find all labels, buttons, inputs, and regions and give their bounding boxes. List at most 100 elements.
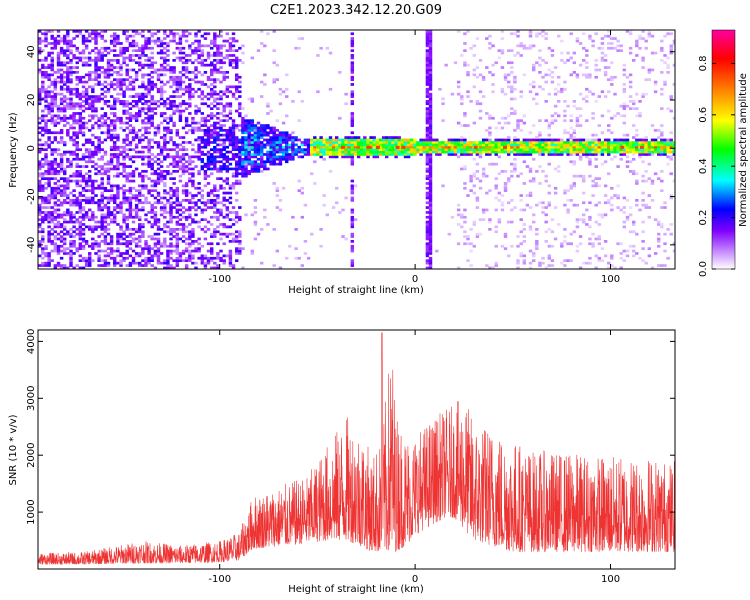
heatmap-cell xyxy=(75,182,79,185)
heatmap-cell xyxy=(66,220,70,224)
heatmap-cell xyxy=(175,90,180,94)
heatmap-cell xyxy=(275,206,280,209)
heatmap-cell xyxy=(138,237,142,241)
heatmap-cell xyxy=(231,153,236,156)
heatmap-cell xyxy=(247,138,251,142)
heatmap-cell xyxy=(550,75,555,79)
heatmap-cell xyxy=(66,104,70,108)
heatmap-cell xyxy=(253,141,258,144)
heatmap-cell xyxy=(106,51,111,55)
heatmap-cell xyxy=(453,143,458,147)
heatmap-cell xyxy=(103,124,108,127)
heatmap-cell xyxy=(50,232,54,236)
heatmap-cell xyxy=(100,186,104,190)
heatmap-cell xyxy=(191,95,195,98)
heatmap-cell xyxy=(191,172,195,176)
heatmap-cell xyxy=(231,240,236,243)
heatmap-cell xyxy=(406,141,411,144)
heatmap-cell xyxy=(47,104,51,108)
heatmap-cell xyxy=(553,153,558,156)
heatmap-cell xyxy=(197,249,201,253)
heatmap-cell xyxy=(238,75,242,79)
heatmap-cell xyxy=(178,203,183,207)
heatmap-cell xyxy=(44,160,48,164)
heatmap-cell xyxy=(50,68,54,72)
heatmap-cell xyxy=(472,141,477,144)
heatmap-cell xyxy=(588,237,592,241)
heatmap-cell xyxy=(181,215,186,219)
heatmap-cell xyxy=(53,100,58,103)
heatmap-cell xyxy=(191,87,195,91)
heatmap-cell xyxy=(206,56,211,60)
heatmap-cell xyxy=(66,201,70,205)
heatmap-cell xyxy=(575,107,580,111)
heatmap-cell xyxy=(38,51,42,55)
heatmap-cell xyxy=(560,143,564,147)
heatmap-cell xyxy=(50,51,54,55)
heatmap-cell xyxy=(131,116,136,120)
heatmap-cell xyxy=(285,138,289,142)
heatmap-cell xyxy=(550,148,555,152)
heatmap-cell xyxy=(516,51,520,55)
heatmap-cell xyxy=(84,182,89,185)
heatmap-cell xyxy=(510,90,514,94)
heatmap-cell xyxy=(147,37,151,40)
heatmap-cell xyxy=(428,97,433,101)
heatmap-cell xyxy=(341,138,345,142)
heatmap-cell xyxy=(194,247,198,251)
heatmap-cell xyxy=(331,145,336,149)
heatmap-cell xyxy=(159,51,164,55)
heatmap-cell xyxy=(519,172,523,176)
heatmap-cell xyxy=(91,199,95,202)
heatmap-cell xyxy=(147,109,151,113)
heatmap-cell xyxy=(138,199,142,202)
heatmap-cell xyxy=(56,215,61,219)
heatmap-cell xyxy=(428,208,433,212)
heatmap-cell xyxy=(241,124,245,127)
heatmap-cell xyxy=(138,114,142,118)
heatmap-cell xyxy=(88,157,92,161)
heatmap-cell xyxy=(544,145,548,149)
heatmap-cell xyxy=(100,228,104,231)
heatmap-cell xyxy=(513,129,517,132)
heatmap-cell xyxy=(494,244,498,248)
heatmap-cell xyxy=(425,254,430,258)
heatmap-cell xyxy=(350,199,355,202)
heatmap-cell xyxy=(513,87,517,91)
heatmap-cell xyxy=(557,34,561,38)
heatmap-cell xyxy=(560,59,564,62)
heatmap-cell xyxy=(150,71,154,74)
heatmap-cell xyxy=(66,160,70,164)
heatmap-cell xyxy=(169,75,173,79)
heatmap-cell xyxy=(44,30,48,33)
heatmap-cell xyxy=(510,143,514,147)
heatmap-cell xyxy=(225,170,230,173)
heatmap-cell xyxy=(128,261,133,265)
heatmap-cell xyxy=(41,206,45,209)
heatmap-cell xyxy=(75,201,79,205)
heatmap-cell xyxy=(159,92,164,96)
heatmap-cell xyxy=(456,141,461,144)
heatmap-cell xyxy=(572,153,577,156)
heatmap-cell xyxy=(235,75,239,79)
heatmap-cell xyxy=(588,157,592,161)
heatmap-cell xyxy=(178,56,183,60)
heatmap-cell xyxy=(100,97,104,101)
heatmap-cell xyxy=(475,232,480,236)
heatmap-cell xyxy=(172,83,176,86)
heatmap-cell xyxy=(88,264,92,267)
heatmap-cell xyxy=(159,102,164,106)
heatmap-cell xyxy=(463,167,467,171)
heatmap-cell xyxy=(428,114,433,118)
heatmap-cell xyxy=(582,201,586,205)
heatmap-cell xyxy=(59,153,64,156)
heatmap-cell xyxy=(41,66,45,69)
heatmap-cell xyxy=(263,126,267,130)
heatmap-cell xyxy=(591,133,595,137)
heatmap-cell xyxy=(557,165,561,168)
heatmap-cell xyxy=(69,235,73,238)
heatmap-cell xyxy=(272,157,276,161)
heatmap-cell xyxy=(78,170,83,173)
heatmap-cell xyxy=(178,167,183,171)
heatmap-cell xyxy=(200,97,205,101)
